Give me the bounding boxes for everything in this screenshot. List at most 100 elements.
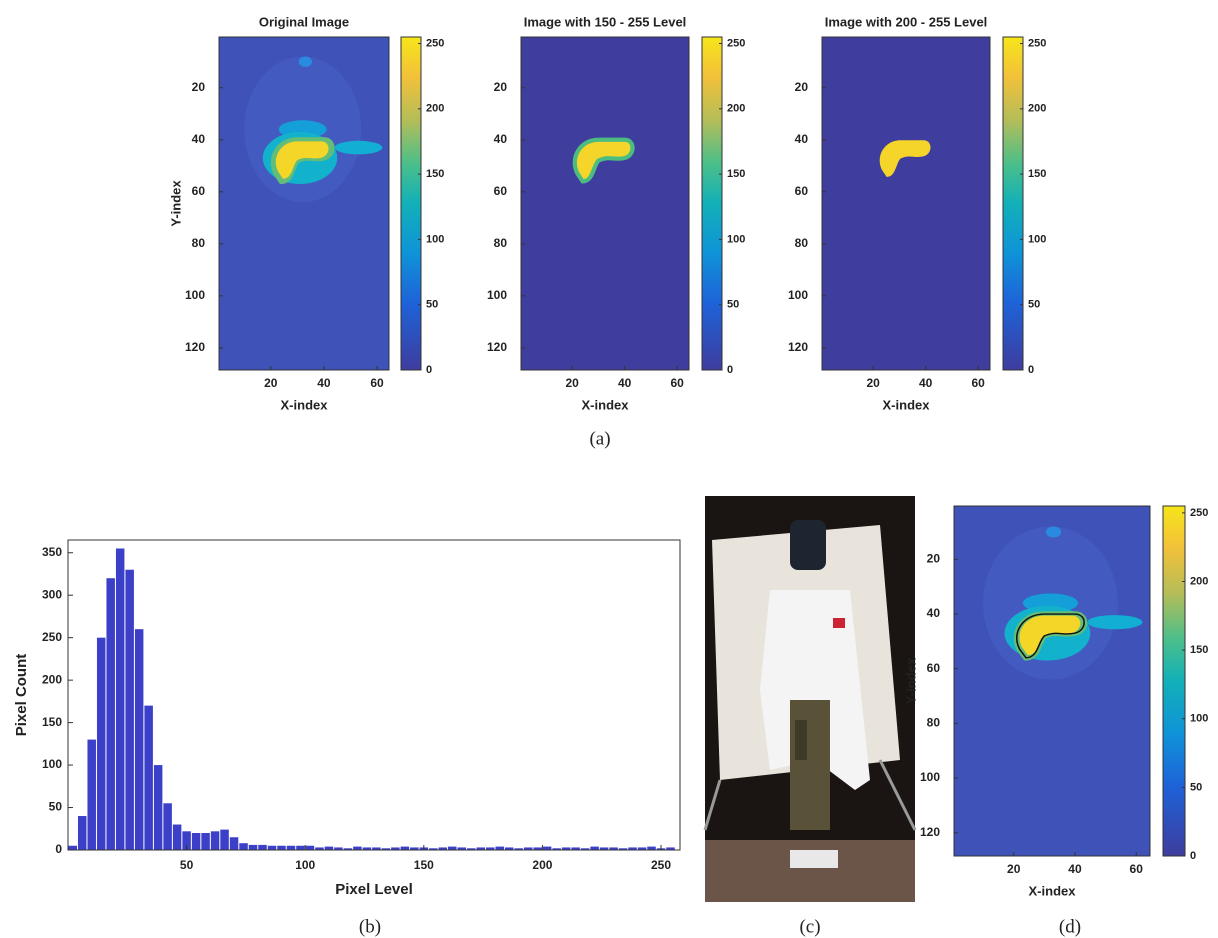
colorbar-tick-label: 50 <box>1028 299 1040 311</box>
bar <box>571 847 580 850</box>
y-tick-label: 150 <box>42 715 62 729</box>
colorbar-tick-label: 0 <box>1028 364 1034 376</box>
y-tick-label: 100 <box>788 288 808 302</box>
bar <box>191 833 201 850</box>
axes-frame <box>67 539 681 851</box>
bar <box>523 847 533 850</box>
bar <box>353 846 362 850</box>
bar <box>77 816 87 850</box>
x-tick-label: 60 <box>1130 862 1144 876</box>
bar <box>457 847 467 850</box>
bar <box>542 846 552 850</box>
x-tick-label: 40 <box>317 376 331 390</box>
y-tick-label: 250 <box>42 630 62 644</box>
colorbar <box>701 36 723 371</box>
y-tick-label: 100 <box>185 288 205 302</box>
colorbar-tick-label: 200 <box>1028 103 1046 115</box>
y-tick-label: 80 <box>494 236 508 250</box>
y-tick-label: 60 <box>795 184 809 198</box>
bar <box>410 847 419 850</box>
contour <box>1016 613 1085 659</box>
bar <box>666 847 675 850</box>
bar <box>258 844 267 850</box>
y-tick-label: 120 <box>185 340 205 354</box>
bar <box>533 847 542 850</box>
y-tick-label: 20 <box>795 80 809 94</box>
y-tick-label: 200 <box>42 672 62 686</box>
bar <box>286 845 296 850</box>
y-tick-label: 120 <box>487 340 507 354</box>
colorbar <box>1162 505 1186 857</box>
colorbar-tick-label: 100 <box>1028 233 1046 245</box>
arm <box>1087 615 1143 630</box>
thresholded-region <box>879 140 931 177</box>
bar <box>467 848 476 850</box>
x-tick-label: 150 <box>414 858 434 872</box>
y-tick-label: 80 <box>927 716 941 730</box>
bar <box>239 843 248 850</box>
bar <box>220 829 229 850</box>
colorbar-tick-label: 100 <box>426 233 444 245</box>
hot-spot <box>298 56 312 67</box>
x-tick-label: 20 <box>566 376 580 390</box>
bar <box>229 837 239 850</box>
y-tick-label: 0 <box>55 842 62 856</box>
caption: (c) <box>799 916 820 937</box>
colorbar-tick-label: 200 <box>727 103 745 115</box>
heatmap-background <box>822 37 990 370</box>
y-tick-label: 40 <box>494 132 508 146</box>
thresholded-region <box>572 137 635 184</box>
y-tick-label: 120 <box>788 340 808 354</box>
colorbar-tick-label: 100 <box>727 233 745 245</box>
y-tick-label: 120 <box>920 825 940 839</box>
y-tick-label: 80 <box>795 236 809 250</box>
y-tick-label: 60 <box>927 661 941 675</box>
x-tick-label: 40 <box>919 376 933 390</box>
bar <box>381 848 391 850</box>
x-axis-label: Pixel Level <box>335 881 413 898</box>
heatmap-background <box>521 37 689 370</box>
x-tick-label: 60 <box>370 376 384 390</box>
x-tick-label: 40 <box>618 376 632 390</box>
photo <box>703 496 917 902</box>
y-tick-label: 40 <box>795 132 809 146</box>
x-tick-label: 20 <box>1007 862 1021 876</box>
y-tick-label: 20 <box>927 551 941 565</box>
y-tick-label: 100 <box>920 770 940 784</box>
bar <box>618 848 628 850</box>
bar <box>609 847 618 850</box>
bar <box>561 847 571 850</box>
bar <box>429 848 438 850</box>
bar <box>647 846 656 850</box>
x-axis-label: X-index <box>582 397 630 412</box>
x-tick-label: 60 <box>671 376 685 390</box>
axes-frame <box>218 36 390 371</box>
x-tick-label: 60 <box>972 376 986 390</box>
bar <box>115 548 125 850</box>
bar <box>277 845 286 850</box>
heatmap-image <box>879 140 931 177</box>
bar <box>182 831 191 850</box>
bar <box>637 847 647 850</box>
bar <box>134 629 144 850</box>
colorbar-tick-label: 200 <box>1190 575 1208 587</box>
bar <box>628 847 637 850</box>
axes-frame <box>821 36 991 371</box>
y-tick-label: 300 <box>42 587 62 601</box>
core <box>275 141 329 179</box>
x-axis-label: X-index <box>1029 883 1077 898</box>
arm <box>334 140 383 155</box>
colorbar-tick-label: 0 <box>426 364 432 376</box>
bar <box>495 846 504 850</box>
x-axis-label: X-index <box>281 397 329 412</box>
x-axis-label: X-index <box>883 397 931 412</box>
y-tick-label: 60 <box>192 184 206 198</box>
x-tick-label: 50 <box>180 858 194 872</box>
chart-title: Original Image <box>259 14 349 29</box>
bar <box>343 848 353 850</box>
axes-frame <box>520 36 690 371</box>
bar <box>372 847 381 850</box>
bar <box>267 845 277 850</box>
bar <box>201 833 210 850</box>
caption: (d) <box>1059 916 1081 937</box>
